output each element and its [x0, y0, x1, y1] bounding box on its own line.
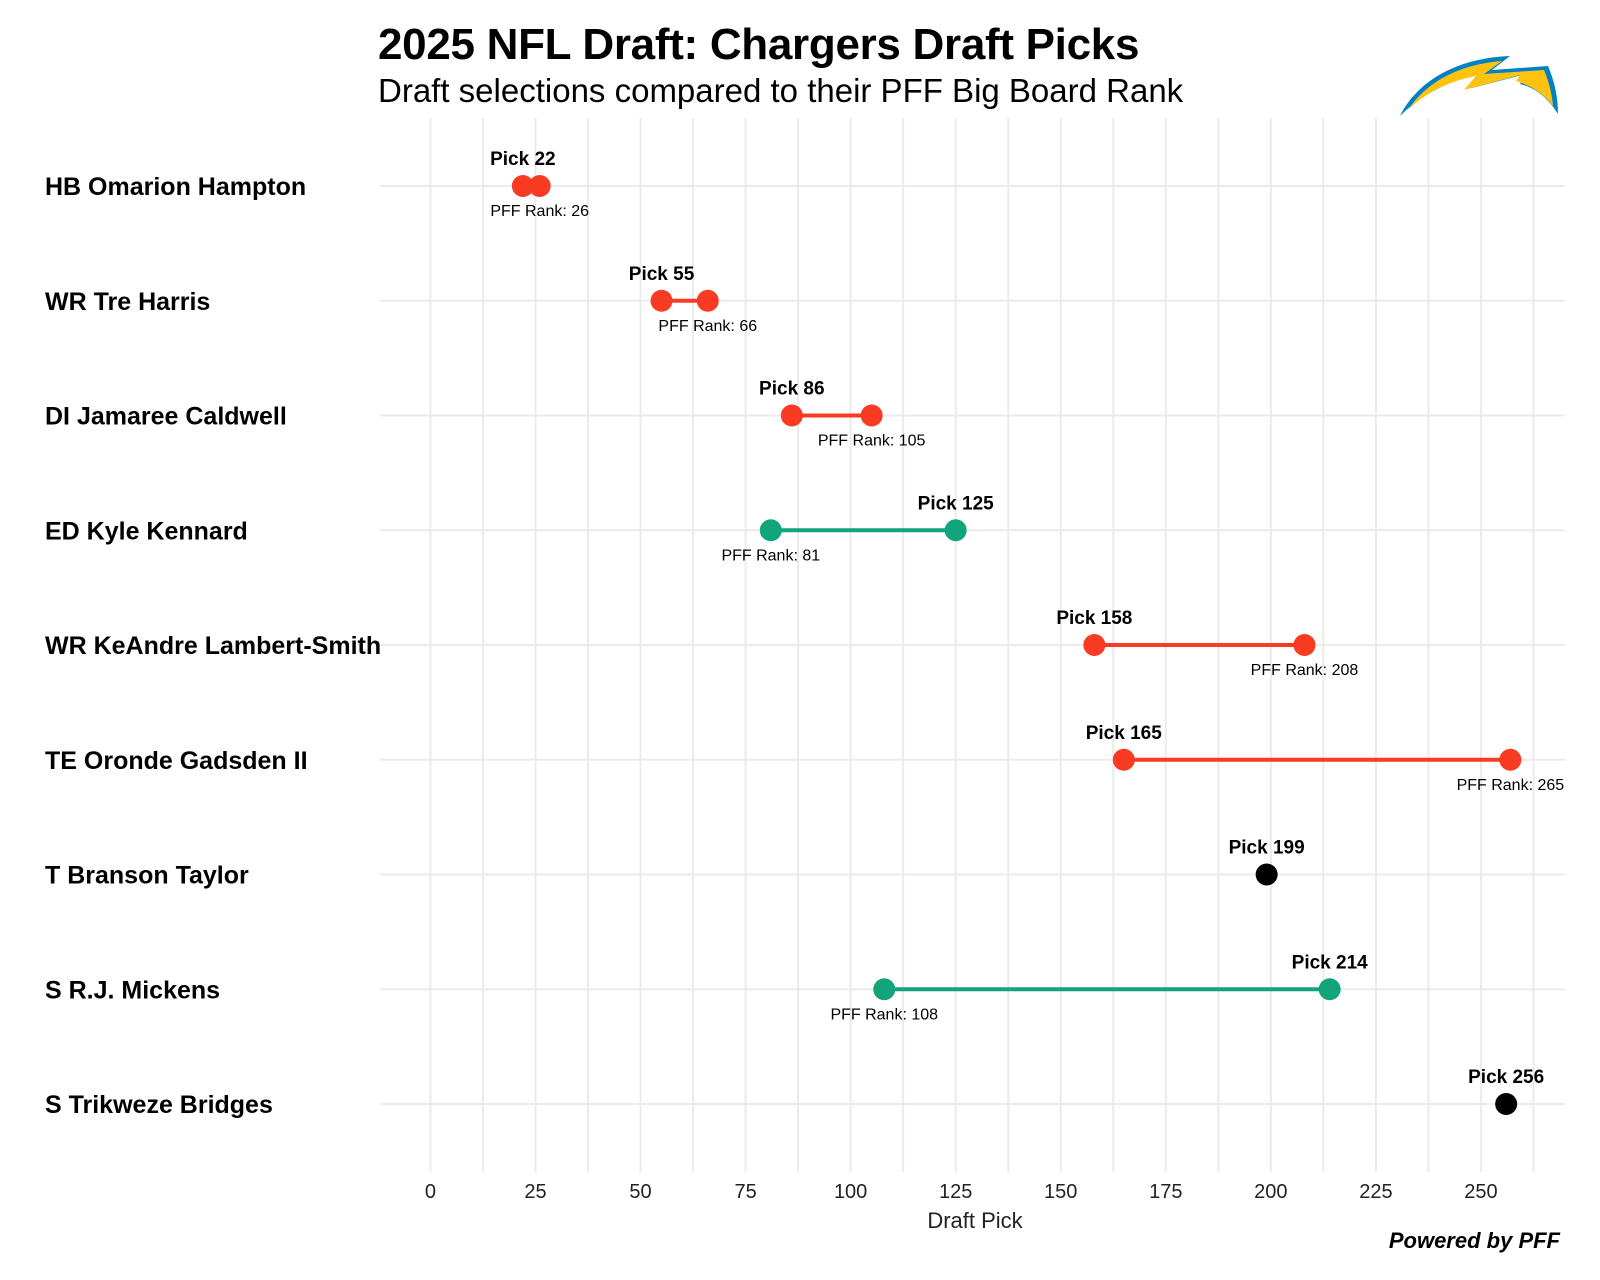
chargers-bolt-logo — [1400, 56, 1558, 116]
x-tick-label: 50 — [629, 1181, 651, 1203]
x-tick-label: 25 — [524, 1181, 546, 1203]
data-labels: PFF Rank: 26 Pick 22 PFF Rank: 66 Pick 55 PF… — [490, 149, 1564, 1088]
draft-pick-label: Pick 158 — [1056, 608, 1132, 629]
x-tick-label: 100 — [834, 1181, 867, 1203]
draft-pick-point — [650, 289, 673, 312]
draft-pick-point — [1083, 634, 1106, 656]
pff-rank-point — [873, 978, 896, 1001]
draft-pick-point — [1112, 748, 1135, 771]
pff-rank-label: PFF Rank: 105 — [818, 433, 926, 450]
x-tick-label: 75 — [734, 1181, 756, 1203]
draft-pick-label: Pick 55 — [629, 264, 695, 285]
y-axis-label: WR KeAndre Lambert-Smith — [45, 632, 381, 660]
x-tick-label: 175 — [1149, 1181, 1182, 1203]
chart-subtitle: Draft selections compared to their PFF B… — [378, 72, 1184, 109]
draft-pick-label: Pick 86 — [759, 379, 825, 400]
draft-pick-point — [1318, 978, 1341, 1001]
y-axis-label: ED Kyle Kennard — [45, 517, 248, 545]
y-axis-label: HB Omarion Hampton — [45, 173, 306, 201]
draft-pick-point — [1255, 863, 1278, 886]
pff-rank-label: PFF Rank: 108 — [830, 1006, 938, 1023]
pff-rank-label: PFF Rank: 81 — [721, 547, 820, 564]
pff-rank-point — [1499, 748, 1522, 771]
draft-pick-label: Pick 214 — [1292, 952, 1368, 973]
draft-pick-point — [780, 404, 803, 427]
draft-pick-label: Pick 22 — [490, 149, 556, 170]
x-tick-label: 200 — [1254, 1181, 1287, 1203]
x-tick-label: 150 — [1044, 1181, 1077, 1203]
pff-rank-point — [696, 289, 719, 312]
pff-rank-point — [528, 175, 551, 197]
y-axis-label: DI Jamaree Caldwell — [45, 403, 287, 431]
pff-rank-label: PFF Rank: 208 — [1251, 662, 1359, 679]
draft-pick-point — [511, 175, 534, 197]
x-tick-label: 125 — [939, 1181, 972, 1203]
draft-pick-point — [944, 519, 967, 542]
pff-rank-point — [860, 404, 883, 427]
pff-rank-label: PFF Rank: 265 — [1457, 777, 1565, 794]
logo-bolt-outline — [1400, 56, 1558, 116]
y-axis-labels: HB Omarion Hampton WR Tre Harris DI Jamare… — [45, 173, 381, 1119]
draft-pick-label: Pick 125 — [918, 493, 994, 514]
x-tick-label: 250 — [1464, 1181, 1497, 1203]
dumbbell-points — [511, 175, 1522, 1115]
dumbbell-segments — [522, 184, 1511, 992]
y-axis-label: WR Tre Harris — [45, 288, 210, 316]
y-axis-label: TE Oronde Gadsden II — [45, 747, 308, 775]
logo-bolt-fill — [1408, 61, 1553, 110]
x-tick-label: 0 — [425, 1181, 436, 1203]
draft-pick-label: Pick 256 — [1468, 1067, 1544, 1088]
powered-by-credit: Powered by PFF — [1388, 1228, 1560, 1253]
x-tick-label: 225 — [1359, 1181, 1392, 1203]
pff-rank-point — [1293, 634, 1316, 656]
y-axis-label: T Branson Taylor — [45, 862, 249, 890]
x-axis-ticks: 0 25 50 75 100 125 150 175 200 225 250 — [425, 1181, 1498, 1203]
row-lines — [380, 185, 1565, 1105]
chart-title: 2025 NFL Draft: Chargers Draft Picks — [378, 20, 1140, 69]
draft-pick-label: Pick 165 — [1086, 723, 1162, 744]
pff-rank-label: PFF Rank: 66 — [658, 318, 757, 335]
pff-rank-point — [759, 519, 782, 542]
pff-rank-label: PFF Rank: 26 — [490, 203, 589, 220]
draft-pick-point — [1495, 1093, 1518, 1115]
y-axis-label: S Trikweze Bridges — [45, 1091, 273, 1119]
y-axis-label: S R.J. Mickens — [45, 976, 220, 1004]
draft-pick-label: Pick 199 — [1229, 838, 1305, 859]
x-axis-title: Draft Pick — [927, 1208, 1023, 1233]
